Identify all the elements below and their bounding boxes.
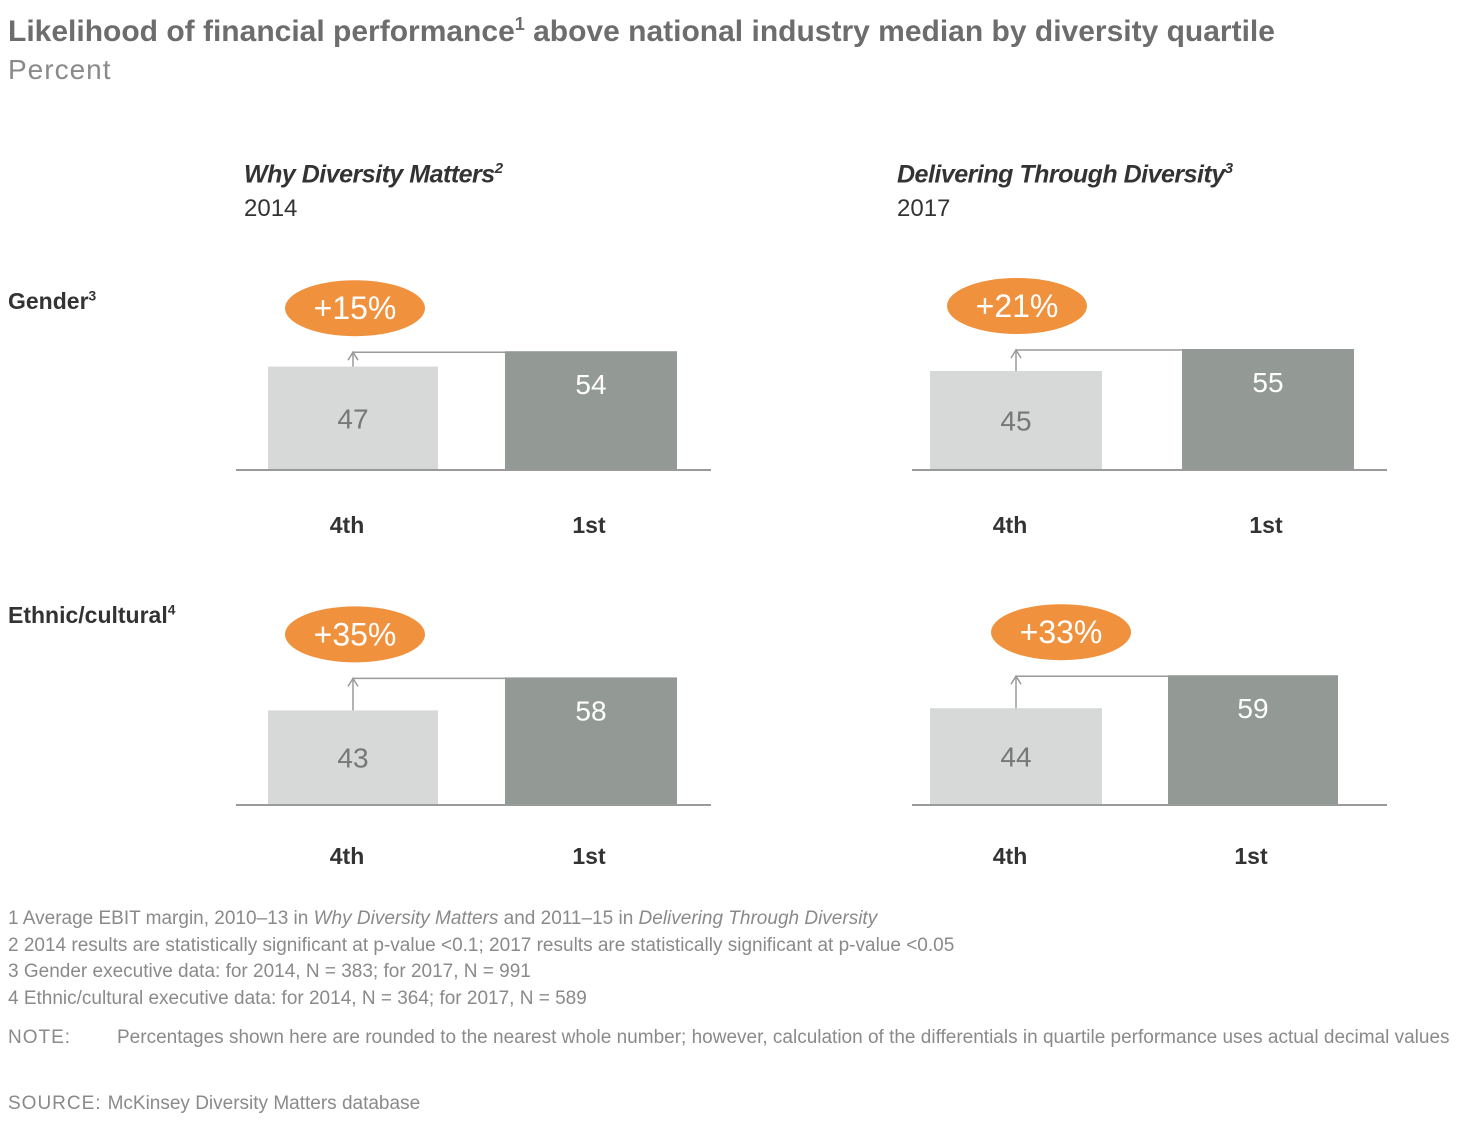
differential-label-ethnic-2014: +35% <box>314 616 397 652</box>
bar-1st-gender-2017 <box>1182 349 1354 470</box>
category-label-4th-ethnic-2017: 4th <box>993 843 1028 869</box>
differential-badge-ethnic-2017 <box>991 604 1131 661</box>
category-label-4th-gender-2014: 4th <box>330 512 365 538</box>
connector-arrow-gender-2017 <box>1010 348 1022 359</box>
bar-4th-ethnic-2017 <box>930 708 1102 805</box>
value-label-4th-ethnic-2017: 44 <box>1000 742 1031 773</box>
panel-title-2017: Delivering Through Diversity3 <box>897 160 1233 189</box>
connector-line-gender-2017 <box>1015 349 1182 371</box>
footnote-1: 1 Average EBIT margin, 2010–13 in Why Di… <box>8 908 878 929</box>
source: SOURCE: McKinsey Diversity Matters databa… <box>8 1093 420 1115</box>
bar-1st-ethnic-2017 <box>1168 675 1338 805</box>
value-label-1st-gender-2014: 54 <box>575 369 606 400</box>
footnote-3: 3 Gender executive data: for 2014, N = 3… <box>8 961 531 982</box>
differential-badge-gender-2014 <box>285 280 425 337</box>
differential-label-gender-2014: +15% <box>314 290 397 326</box>
source-label: SOURCE: <box>8 1093 102 1114</box>
value-label-4th-ethnic-2014: 43 <box>337 743 368 774</box>
category-label-1st-ethnic-2014: 1st <box>572 843 606 869</box>
category-label-1st-gender-2017: 1st <box>1249 512 1283 538</box>
footnotes: 1 Average EBIT margin, 2010–13 in Why Di… <box>8 906 954 1012</box>
bar-4th-gender-2017 <box>930 371 1102 470</box>
panel-year-2014: 2014 <box>244 195 298 222</box>
row-label-gender: Gender3 <box>8 288 97 314</box>
bar-4th-ethnic-2014 <box>268 710 438 805</box>
value-label-1st-gender-2017: 55 <box>1252 367 1283 398</box>
differential-badge-ethnic-2014 <box>285 606 425 663</box>
differential-label-gender-2017: +21% <box>976 288 1059 324</box>
category-label-4th-ethnic-2014: 4th <box>330 843 365 869</box>
source-text: McKinsey Diversity Matters database <box>107 1093 421 1114</box>
footnote-4: 4 Ethnic/cultural executive data: for 20… <box>8 987 587 1009</box>
row-label-ethnic-cultural: Ethnic/cultural4 <box>8 602 176 628</box>
panel-title-2014: Why Diversity Matters2 <box>244 160 503 189</box>
bar-1st-gender-2014 <box>505 351 677 470</box>
category-label-1st-ethnic-2017: 1st <box>1234 843 1268 869</box>
value-label-1st-ethnic-2014: 58 <box>575 695 606 726</box>
value-label-1st-ethnic-2017: 59 <box>1237 693 1268 724</box>
category-label-4th-gender-2017: 4th <box>993 512 1028 538</box>
footnote-2: 2 2014 results are statistically signifi… <box>8 934 955 956</box>
value-label-4th-gender-2014: 47 <box>337 403 368 434</box>
bar-charts: 47 54 +15% 4th 1st 45 55 +21% 4th 1st 43 58 +35% 4th 1… <box>236 278 1387 869</box>
connector-line-ethnic-2014 <box>352 677 505 711</box>
chart-subtitle: Percent <box>8 54 112 85</box>
connector-line-gender-2014 <box>352 351 505 367</box>
note-label: NOTE: <box>8 1027 72 1048</box>
differential-badge-gender-2017 <box>947 278 1087 334</box>
chart-title: Likelihood of financial performance1 abo… <box>8 14 1275 48</box>
bar-4th-gender-2014 <box>268 366 438 470</box>
differential-label-ethnic-2017: +33% <box>1020 614 1103 650</box>
connector-arrow-ethnic-2017 <box>1010 674 1022 685</box>
connector-line-ethnic-2017 <box>1015 675 1168 709</box>
category-label-1st-gender-2014: 1st <box>572 512 606 538</box>
connector-arrow-gender-2014 <box>347 350 359 361</box>
panel-year-2017: 2017 <box>897 195 951 222</box>
value-label-4th-gender-2017: 45 <box>1000 406 1031 437</box>
note-text: Percentages shown here are rounded to th… <box>117 1027 1450 1048</box>
bar-1st-ethnic-2014 <box>505 677 677 805</box>
connector-arrow-ethnic-2014 <box>347 676 359 687</box>
